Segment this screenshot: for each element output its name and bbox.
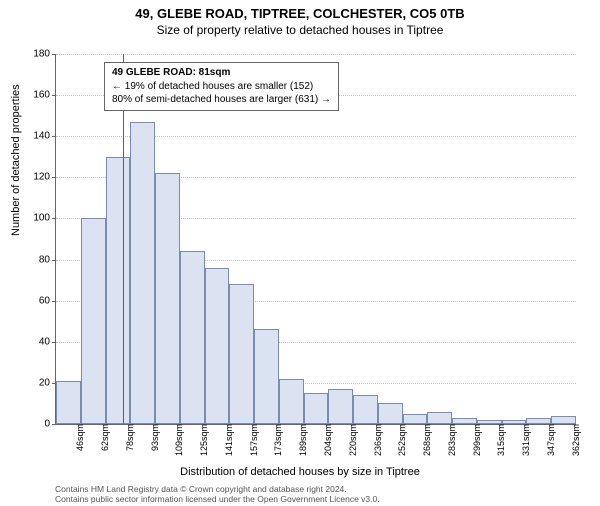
chart-title: 49, GLEBE ROAD, TIPTREE, COLCHESTER, CO5…	[0, 6, 600, 21]
y-tick-label: 100	[33, 213, 56, 224]
y-tick-label: 80	[39, 254, 56, 265]
histogram-bar	[427, 412, 452, 424]
histogram-bar	[551, 416, 576, 424]
y-tick-label: 60	[39, 295, 56, 306]
annotation-box: 49 GLEBE ROAD: 81sqm← 19% of detached ho…	[104, 62, 339, 111]
y-tick-label: 120	[33, 172, 56, 183]
x-tick-label: 299sqm	[468, 424, 482, 456]
histogram-bar	[229, 284, 254, 424]
histogram-bar	[106, 157, 131, 424]
x-tick-label: 141sqm	[220, 424, 234, 456]
x-tick-label: 315sqm	[492, 424, 506, 456]
y-tick-label: 40	[39, 336, 56, 347]
footer-line-2: Contains public sector information licen…	[55, 494, 380, 504]
histogram-bar	[81, 218, 106, 424]
x-tick-label: 125sqm	[195, 424, 209, 456]
y-tick-label: 20	[39, 377, 56, 388]
x-tick-label: 347sqm	[542, 424, 556, 456]
histogram-bar	[130, 122, 155, 424]
x-axis-label: Distribution of detached houses by size …	[0, 466, 600, 478]
y-tick-label: 0	[44, 419, 56, 430]
x-tick-label: 268sqm	[418, 424, 432, 456]
annotation-line-2: ← 19% of detached houses are smaller (15…	[112, 80, 331, 94]
y-tick-label: 140	[33, 131, 56, 142]
annotation-line-3: 80% of semi-detached houses are larger (…	[112, 93, 331, 107]
x-tick-label: 283sqm	[443, 424, 457, 456]
histogram-bar	[279, 379, 304, 424]
x-tick-label: 220sqm	[344, 424, 358, 456]
y-tick-label: 180	[33, 49, 56, 60]
x-tick-label: 109sqm	[170, 424, 184, 456]
x-tick-label: 331sqm	[517, 424, 531, 456]
x-tick-label: 252sqm	[393, 424, 407, 456]
x-tick-label: 62sqm	[96, 424, 110, 451]
x-tick-label: 189sqm	[294, 424, 308, 456]
y-tick-label: 160	[33, 90, 56, 101]
histogram-bar	[378, 403, 403, 424]
histogram-bar	[403, 414, 428, 424]
histogram-bar	[254, 329, 279, 424]
x-tick-label: 173sqm	[269, 424, 283, 456]
grid-line	[56, 54, 576, 55]
x-tick-label: 46sqm	[71, 424, 85, 451]
x-tick-label: 93sqm	[146, 424, 160, 451]
histogram-bar	[353, 395, 378, 424]
chart-plot-area: 02040608010012014016018046sqm62sqm78sqm9…	[55, 54, 576, 425]
histogram-bar	[205, 268, 230, 424]
footer-line-1: Contains HM Land Registry data © Crown c…	[55, 484, 380, 494]
histogram-bar	[304, 393, 329, 424]
x-tick-label: 78sqm	[121, 424, 135, 451]
y-axis-label: Number of detached properties	[10, 84, 22, 236]
histogram-bar	[328, 389, 353, 424]
histogram-bar	[155, 173, 180, 424]
x-tick-label: 157sqm	[245, 424, 259, 456]
chart-subtitle: Size of property relative to detached ho…	[0, 23, 600, 37]
x-tick-label: 362sqm	[567, 424, 581, 456]
x-tick-label: 204sqm	[319, 424, 333, 456]
annotation-line-1: 49 GLEBE ROAD: 81sqm	[112, 66, 331, 80]
x-tick-label: 236sqm	[369, 424, 383, 456]
chart-footer: Contains HM Land Registry data © Crown c…	[55, 484, 380, 504]
histogram-bar	[180, 251, 205, 424]
histogram-bar	[56, 381, 81, 424]
